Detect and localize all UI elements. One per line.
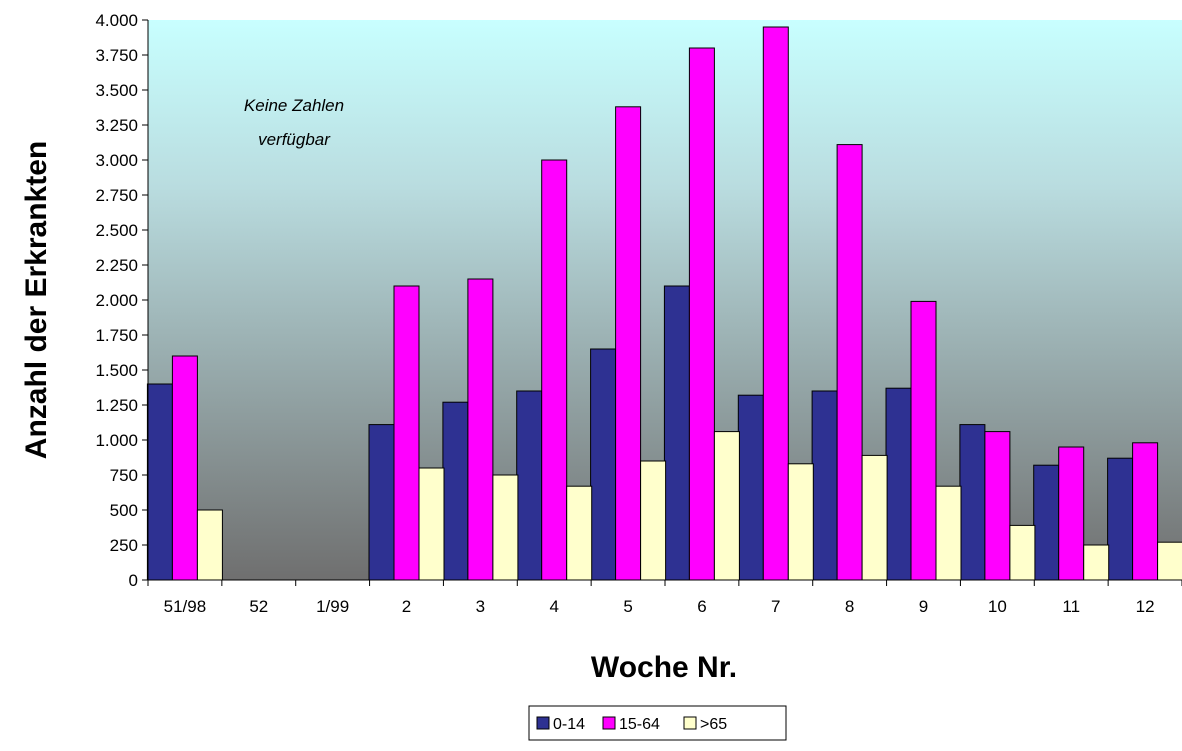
bar-1564-7 — [762, 26, 789, 581]
x-tick-label: 3 — [476, 597, 485, 616]
y-tick-label: 1.500 — [95, 361, 138, 380]
x-tick-label: 4 — [549, 597, 558, 616]
bar-1564-2 — [393, 285, 420, 581]
bar-65-5 — [640, 460, 667, 581]
y-tick-label: 4.000 — [95, 11, 138, 30]
legend-swatch-15-64 — [602, 716, 616, 730]
x-ticks: 51/98 52 1/99 2 3 4 5 6 7 8 9 10 11 12 — [147, 580, 1182, 616]
x-tick-label: 9 — [919, 597, 928, 616]
y-tick-label: 3.250 — [95, 116, 138, 135]
x-tick-label: 12 — [1136, 597, 1155, 616]
bar-1564-8 — [836, 144, 863, 581]
bar-014-2 — [368, 424, 395, 581]
x-tick-label: 6 — [697, 597, 706, 616]
y-tick-label: 2.000 — [95, 291, 138, 310]
bar-65-6 — [713, 431, 740, 581]
y-tick-label: 2.250 — [95, 256, 138, 275]
bar-1564-4 — [541, 159, 568, 581]
x-tick-label: 7 — [771, 597, 780, 616]
bar-65-4 — [566, 485, 593, 581]
x-tick-label: 2 — [402, 597, 411, 616]
y-tick-label: 1.750 — [95, 326, 138, 345]
annotation-line-1: Keine Zahlen — [244, 96, 344, 115]
bar-014-4 — [516, 390, 543, 581]
x-axis-title: Woche Nr. — [591, 651, 737, 684]
bar-014-8 — [811, 390, 838, 581]
bar-1564-3 — [467, 278, 494, 581]
x-tick-label: 52 — [249, 597, 268, 616]
bar-1564-9 — [910, 300, 937, 581]
y-tick-label: 1.000 — [95, 431, 138, 450]
legend-swatch-0-14 — [536, 716, 550, 730]
y-tick-label: 0 — [129, 571, 138, 590]
bar-65-12 — [1157, 541, 1182, 581]
bar-65-10 — [1009, 524, 1036, 581]
y-tick-label: 3.000 — [95, 151, 138, 170]
y-tick-label: 250 — [110, 536, 138, 555]
x-tick-label: 11 — [1062, 597, 1080, 616]
bar-014-9 — [885, 387, 912, 581]
legend-swatch-gt65 — [683, 716, 697, 730]
bar-65-11 — [1083, 544, 1110, 581]
bar-014-6 — [663, 285, 690, 581]
bar-65-9 — [935, 485, 962, 581]
x-tick-label: 1/99 — [316, 597, 349, 616]
y-tick-label: 3.500 — [95, 81, 138, 100]
bar-65-3 — [492, 474, 519, 581]
bar-1564-6 — [688, 47, 715, 581]
bar-65-7 — [787, 463, 814, 581]
bar-65-8 — [861, 454, 888, 581]
bars — [146, 26, 1182, 581]
y-tick-label: 750 — [110, 466, 138, 485]
y-ticks: 0 250 500 750 1.000 1.250 1.500 1.750 2.000 2.250… — [95, 11, 148, 590]
bar-014-12 — [1107, 457, 1134, 581]
legend-frame — [528, 705, 787, 741]
bar-014-3 — [442, 401, 469, 581]
legend-label-15-64: 15-64 — [619, 716, 660, 733]
bar-1564-12 — [1132, 442, 1159, 581]
x-tick-label: 51/98 — [164, 597, 207, 616]
y-tick-label: 500 — [110, 501, 138, 520]
bar-014-5198 — [146, 383, 173, 581]
bar-1564-10 — [984, 431, 1011, 581]
y-tick-label: 1.250 — [95, 396, 138, 415]
bar-65-5198 — [196, 509, 223, 581]
legend-label-gt65: >65 — [700, 716, 727, 733]
bar-1564-11 — [1058, 446, 1085, 581]
bar-014-10 — [959, 424, 986, 581]
bar-1564-5198 — [171, 355, 198, 581]
x-tick-label: 5 — [623, 597, 632, 616]
bar-014-11 — [1033, 464, 1060, 581]
legend-label-0-14: 0-14 — [553, 716, 585, 733]
x-tick-label: 10 — [988, 597, 1007, 616]
y-axis-title: Anzahl der Erkrankten — [20, 141, 53, 459]
annotation-line-2: verfügbar — [258, 130, 331, 149]
bar-65-2 — [418, 467, 445, 581]
bar-1564-5 — [615, 106, 642, 581]
bar-014-7 — [737, 394, 764, 581]
y-tick-label: 2.500 — [95, 221, 138, 240]
legend: 0-14 15-64 >65 — [528, 705, 787, 741]
y-tick-label: 2.750 — [95, 186, 138, 205]
bar-014-5 — [590, 348, 617, 581]
y-tick-label: 3.750 — [95, 46, 138, 65]
x-tick-label: 8 — [845, 597, 854, 616]
